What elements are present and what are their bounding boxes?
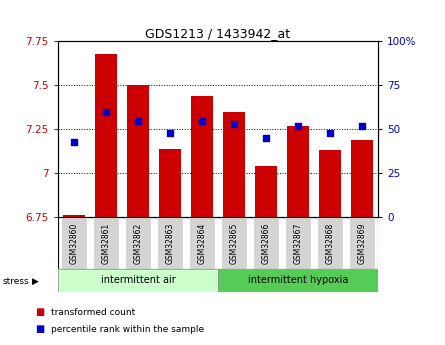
Bar xyxy=(63,215,85,217)
Bar xyxy=(253,217,279,269)
Bar xyxy=(255,166,277,217)
Point xyxy=(263,135,270,141)
Bar xyxy=(218,269,378,292)
Point xyxy=(231,121,238,127)
Point xyxy=(198,118,206,123)
Text: GSM32868: GSM32868 xyxy=(326,223,335,264)
Point xyxy=(327,130,334,136)
Bar xyxy=(157,217,183,269)
Text: intermittent hypoxia: intermittent hypoxia xyxy=(248,275,348,285)
Bar xyxy=(189,217,215,269)
Text: transformed count: transformed count xyxy=(51,308,135,317)
Text: intermittent air: intermittent air xyxy=(101,275,175,285)
Bar xyxy=(61,217,87,269)
Point xyxy=(359,123,366,129)
Text: percentile rank within the sample: percentile rank within the sample xyxy=(51,325,204,334)
Text: GSM32864: GSM32864 xyxy=(198,223,206,264)
Text: ▶: ▶ xyxy=(32,277,39,286)
Point xyxy=(295,123,302,129)
Point xyxy=(102,109,109,115)
Text: GSM32860: GSM32860 xyxy=(69,223,78,264)
Bar xyxy=(287,126,309,217)
Bar xyxy=(319,150,341,217)
Text: GSM32865: GSM32865 xyxy=(230,223,239,264)
Text: GSM32862: GSM32862 xyxy=(134,223,142,264)
Point xyxy=(166,130,174,136)
Text: GSM32869: GSM32869 xyxy=(358,223,367,264)
Bar xyxy=(95,54,117,217)
Bar xyxy=(349,217,376,269)
Point xyxy=(70,139,77,145)
Bar xyxy=(159,149,181,217)
Bar xyxy=(285,217,312,269)
Bar xyxy=(191,96,213,217)
Bar xyxy=(351,140,373,217)
Bar xyxy=(93,217,119,269)
Bar xyxy=(317,217,344,269)
Text: GSM32863: GSM32863 xyxy=(166,223,174,264)
Bar xyxy=(127,85,149,217)
Text: GSM32867: GSM32867 xyxy=(294,223,303,264)
Text: GSM32866: GSM32866 xyxy=(262,223,271,264)
Bar xyxy=(223,112,245,217)
Bar xyxy=(58,269,218,292)
Text: ■: ■ xyxy=(36,307,45,317)
Text: stress: stress xyxy=(2,277,29,286)
Text: GSM32861: GSM32861 xyxy=(101,223,110,264)
Bar xyxy=(125,217,151,269)
Point xyxy=(134,118,142,123)
Bar xyxy=(221,217,247,269)
Title: GDS1213 / 1433942_at: GDS1213 / 1433942_at xyxy=(146,27,291,40)
Text: ■: ■ xyxy=(36,325,45,334)
